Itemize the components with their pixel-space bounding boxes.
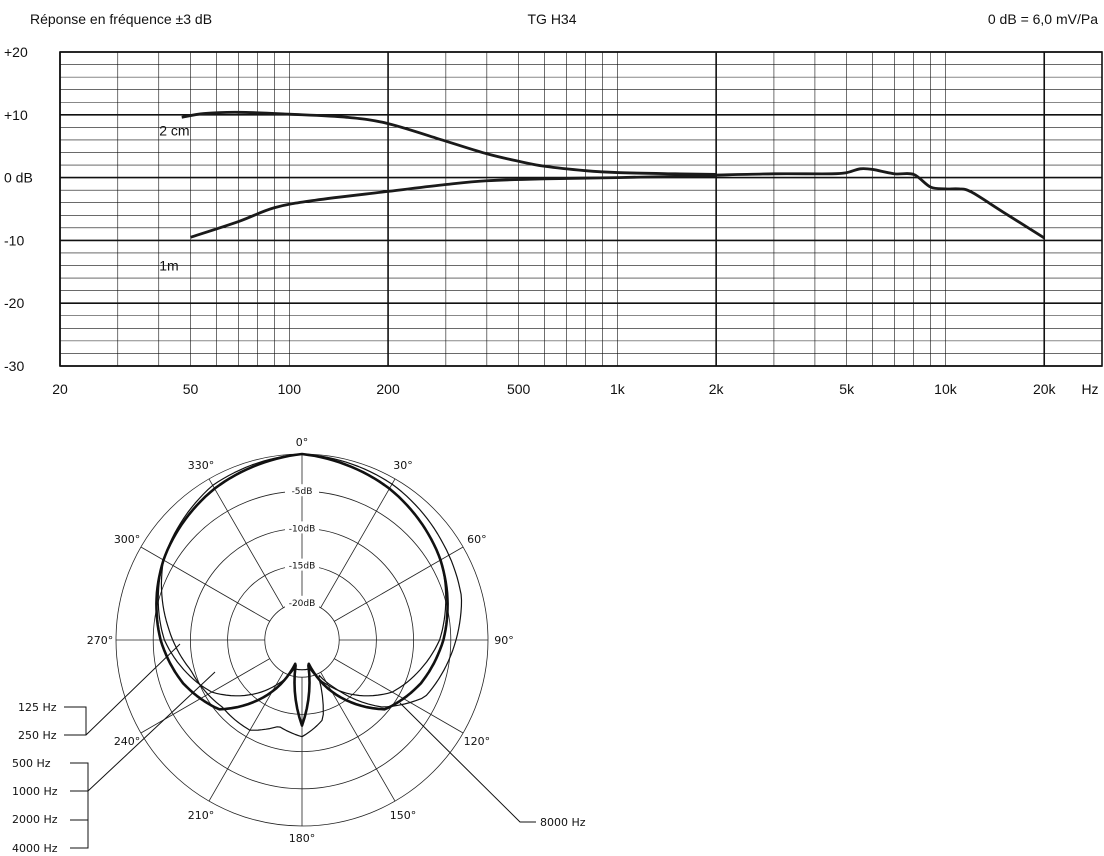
polar-ring-label: -10dB [289, 524, 316, 534]
polar-angle-label: 60° [467, 533, 487, 546]
polar-pattern-3 [160, 453, 463, 738]
x-tick-label: 2k [709, 381, 725, 397]
x-tick-label: 20k [1033, 381, 1057, 397]
y-tick-label: +20 [4, 44, 28, 60]
legend-leader [399, 702, 536, 823]
polar-angle-label: 300° [114, 533, 141, 546]
legend-leader [64, 706, 87, 735]
polar-spoke [334, 546, 464, 622]
x-tick-label: 1k [610, 381, 626, 397]
polar-angle-label: 240° [114, 735, 141, 748]
polar-angle-label: 0° [296, 436, 309, 449]
y-tick-label: 0 dB [4, 170, 33, 186]
series-line-1 [181, 110, 717, 176]
plot-frame [59, 51, 1103, 367]
x-axis-unit: Hz [1081, 381, 1098, 397]
polar-angle-label: 120° [464, 735, 491, 748]
chart-title: TG H34 [527, 11, 576, 27]
polar-angle-label: 210° [188, 809, 215, 822]
series-label: 2 cm [159, 123, 189, 139]
legend-label: 500 Hz [12, 757, 51, 770]
ring-label-bg [285, 558, 319, 571]
legend-leader [87, 671, 216, 792]
polar-diagram: 0° 30° 60° 90° 120° 150° 180° 210° 240° 270° 300° 3… [87, 436, 514, 845]
y-tick-label: -30 [4, 358, 24, 374]
legend-label: 125 Hz [18, 701, 57, 714]
y-tick-label: -20 [4, 295, 24, 311]
polar-spoke [320, 478, 396, 608]
chart-subtitle-left: Réponse en fréquence ±3 dB [30, 11, 212, 27]
frequency-curves: 2 cm 1m [159, 110, 1045, 274]
polar-ring [264, 602, 340, 678]
polar-angle-label: 150° [390, 809, 417, 822]
ring-label-bg [285, 595, 319, 608]
legend-label: 250 Hz [18, 729, 57, 742]
chart-subtitle-right: 0 dB = 6,0 mV/Pa [988, 11, 1098, 27]
polar-spoke [334, 658, 464, 734]
x-tick-label: 100 [278, 381, 302, 397]
x-tick-label: 50 [183, 381, 199, 397]
frequency-axis-labels: Hz +20 +10 0 dB -10 -20 -30 20 50 100 200 500 1k 2k 5… [4, 44, 1099, 397]
legend-label: 2000 Hz [12, 813, 58, 826]
polar-angle-label: 90° [494, 634, 514, 647]
series-line-3 [716, 167, 1045, 240]
x-tick-label: 5k [839, 381, 855, 397]
legend-leader [70, 762, 89, 849]
legend-label: 8000 Hz [540, 816, 586, 829]
legend-leader [64, 643, 181, 736]
polar-angle-label: 270° [87, 634, 114, 647]
legend-label: 1000 Hz [12, 785, 58, 798]
polar-ring-label: -20dB [289, 599, 316, 609]
legend-label: 4000 Hz [12, 842, 58, 855]
polar-ring-label: -5dB [292, 487, 313, 497]
x-tick-label: 10k [934, 381, 958, 397]
polar-angle-label: 330° [188, 459, 215, 472]
ring-label-bg [285, 484, 319, 497]
y-tick-label: -10 [4, 232, 24, 248]
polar-ring-label: -15dB [289, 562, 316, 572]
polar-spoke [140, 546, 270, 622]
series-label: 1m [159, 258, 178, 274]
polar-angle-label: 30° [393, 459, 413, 472]
polar-angle-label: 180° [289, 832, 316, 845]
x-tick-label: 200 [376, 381, 400, 397]
polar-legend: 125 Hz 250 Hz 500 Hz 1000 Hz 2000 Hz 4000 Hz 8… [12, 643, 586, 855]
ring-label-bg [285, 521, 319, 534]
polar-spoke [140, 658, 270, 734]
x-tick-label: 500 [507, 381, 531, 397]
frequency-grid [59, 51, 1103, 367]
polar-spoke [208, 478, 284, 608]
x-tick-label: 20 [52, 381, 68, 397]
y-tick-label: +10 [4, 107, 28, 123]
series-line-2 [190, 174, 717, 239]
